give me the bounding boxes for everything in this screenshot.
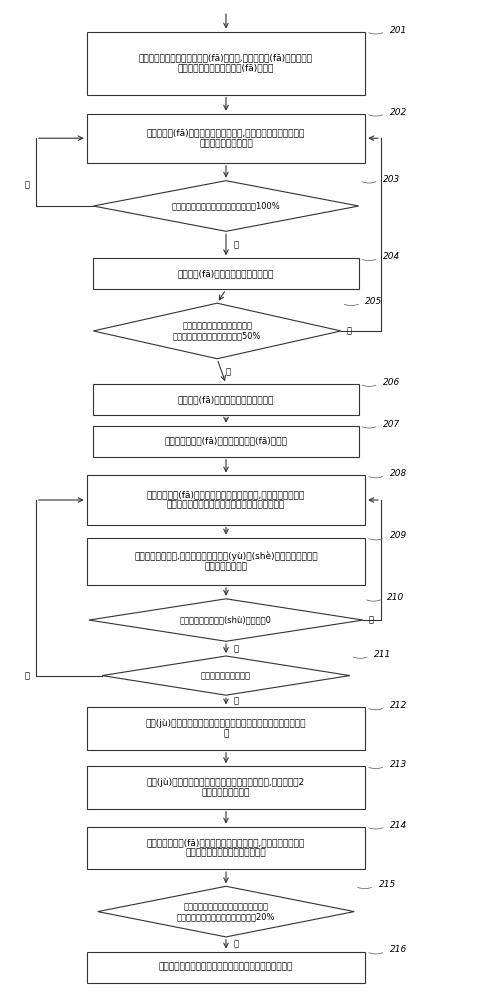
- Text: 214: 214: [390, 821, 407, 830]
- Text: 判斷各個備選組合的第三丟包率相對于
對應的第二丟包率的變化量是否小于20%: 判斷各個備選組合的第三丟包率相對于 對應的第二丟包率的變化量是否小于20%: [177, 902, 275, 921]
- FancyBboxPatch shape: [87, 538, 365, 585]
- Text: 將第三丟包率最小的備選組合確定為用于通信的天線組合: 將第三丟包率最小的備選組合確定為用于通信的天線組合: [159, 963, 293, 972]
- Text: 判斷三次輪詢是否完成: 判斷三次輪詢是否完成: [201, 671, 251, 680]
- FancyBboxPatch shape: [87, 766, 365, 809]
- Text: 否: 否: [24, 181, 29, 190]
- Text: 是: 是: [347, 326, 351, 335]
- Text: 否: 否: [225, 367, 230, 376]
- Polygon shape: [89, 599, 363, 641]
- Text: 判斷各個組合之間第一丟包率中
最大值與最小值的差值是否大于50%: 判斷各個組合之間第一丟包率中 最大值與最小值的差值是否大于50%: [173, 321, 261, 341]
- Text: 204: 204: [383, 252, 400, 261]
- Text: 212: 212: [390, 701, 407, 710]
- Text: 每完成一次輪詢后,將第二丟包率超過預(yù)設(shè)的丟包閾值的組合
從各個組合中剔除: 每完成一次輪詢后,將第二丟包率超過預(yù)設(shè)的丟包閾值的組合 從各個…: [134, 551, 318, 571]
- Text: 判斷剩余的組合個數(shù)是否大于0: 判斷剩余的組合個數(shù)是否大于0: [180, 616, 272, 625]
- Text: 213: 213: [390, 760, 407, 769]
- Polygon shape: [93, 181, 359, 231]
- Text: 203: 203: [383, 175, 400, 184]
- Text: 是: 是: [234, 940, 239, 949]
- Text: 是: 是: [234, 697, 239, 706]
- FancyBboxPatch shape: [87, 707, 365, 750]
- Text: 209: 209: [390, 531, 407, 540]
- Text: 211: 211: [374, 650, 391, 659]
- Text: 207: 207: [383, 420, 400, 429]
- Text: 判斷各個組合的第一丟包率是否均大于100%: 判斷各個組合的第一丟包率是否均大于100%: [172, 201, 280, 210]
- FancyBboxPatch shape: [87, 476, 365, 524]
- Text: 215: 215: [379, 880, 396, 889]
- FancyBboxPatch shape: [93, 384, 359, 415]
- Text: 采用所述天線發(fā)射速率輪詢各個備選組合,并在輪詢過程中分
別計算各個備選組合的第三丟包率: 采用所述天線發(fā)射速率輪詢各個備選組合,并在輪詢過程中分 別計算各個備選組…: [147, 838, 305, 858]
- FancyBboxPatch shape: [87, 827, 365, 869]
- Text: 210: 210: [387, 593, 405, 602]
- Text: 獲取當前正常通信下的當前發(fā)射速率,將該當前發(fā)射速率降低
一個速率等級后作為訓練發(fā)射速率: 獲取當前正常通信下的當前發(fā)射速率,將該當前發(fā)射速率降低 一個速率…: [139, 53, 313, 73]
- FancyBboxPatch shape: [93, 258, 359, 289]
- Text: 將訓練發(fā)射速率降低一個速率等級: 將訓練發(fā)射速率降低一個速率等級: [178, 269, 274, 278]
- Text: 根據(jù)各個組合三次輪詢的第二丟包率計算各個組合的累積排序
值: 根據(jù)各個組合三次輪詢的第二丟包率計算各個組合的累積排序 值: [146, 719, 306, 738]
- Polygon shape: [98, 886, 354, 937]
- Text: 208: 208: [390, 469, 407, 478]
- Text: 216: 216: [390, 945, 407, 954]
- Polygon shape: [102, 656, 350, 695]
- Text: 采用該天線發(fā)射速率對各個組合進行輪詢,并在每一次輪詢過
程中分別計算各個所述目標天線組合的第二丟包率: 采用該天線發(fā)射速率對各個組合進行輪詢,并在每一次輪詢過 程中分別計算各個…: [147, 490, 305, 510]
- Polygon shape: [93, 303, 341, 359]
- FancyBboxPatch shape: [93, 426, 359, 457]
- FancyBboxPatch shape: [87, 32, 365, 95]
- Text: 205: 205: [365, 297, 382, 306]
- Text: 201: 201: [390, 26, 407, 35]
- Text: 206: 206: [383, 378, 400, 387]
- Text: 根據(jù)累加排序值從小到大對各個組合進行排序,選取排行前2
名的組合為備選組合: 根據(jù)累加排序值從小到大對各個組合進行排序,選取排行前2 名的組合為備選組…: [147, 778, 305, 797]
- Text: 將訓練發(fā)射速率增大一個速率等級: 將訓練發(fā)射速率增大一個速率等級: [178, 395, 274, 404]
- Text: 確定所述訓練發(fā)射速率為天線發(fā)射速率: 確定所述訓練發(fā)射速率為天線發(fā)射速率: [165, 437, 287, 446]
- Text: 否: 否: [24, 671, 29, 680]
- Text: 是: 是: [234, 644, 239, 653]
- FancyBboxPatch shape: [87, 952, 365, 983]
- Text: 否: 否: [368, 616, 373, 625]
- Text: 202: 202: [390, 108, 407, 117]
- Text: 是: 是: [234, 240, 239, 249]
- Text: 采用訓練發(fā)射速率對各個組合輪詢,并在輪詢過程中分別計算
各個組合的第一丟包率: 采用訓練發(fā)射速率對各個組合輪詢,并在輪詢過程中分別計算 各個組合的第一丟…: [147, 129, 305, 148]
- FancyBboxPatch shape: [87, 114, 365, 163]
